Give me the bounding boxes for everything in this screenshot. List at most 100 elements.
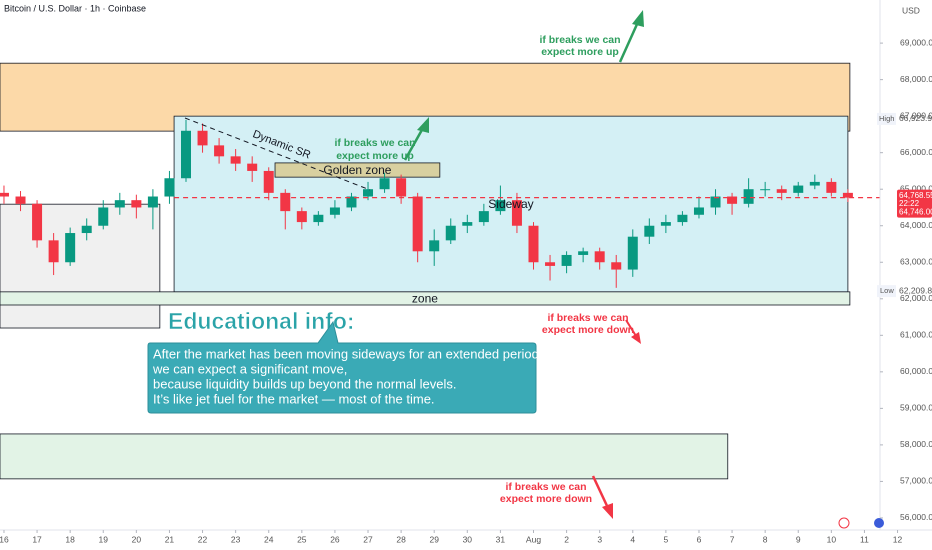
y-tick-label: 63,000.00: [900, 257, 932, 267]
candle-body: [65, 233, 76, 263]
candle-body: [429, 240, 440, 252]
zone: [0, 203, 161, 329]
candle-body: [379, 178, 390, 190]
candle-body: [147, 196, 158, 208]
annotation-text: if breaks we can: [334, 137, 415, 149]
candle-body: [760, 189, 771, 191]
zone-label: Golden zone: [323, 163, 391, 177]
x-tick-label: 22: [198, 534, 208, 544]
candle-body: [511, 200, 522, 226]
candle-body: [81, 225, 92, 234]
icon[interactable]: [838, 517, 850, 529]
annotation-up-mid: if breaks we can expect more up: [334, 117, 429, 162]
y-tick-label: 58,000.00: [900, 439, 932, 449]
annotation-text: if breaks we can: [547, 312, 628, 324]
annotation-down-bottom: if breaks we can expect more down: [500, 475, 613, 519]
edu-line: we can expect a significant move,: [152, 361, 347, 376]
x-tick-label: 4: [630, 534, 635, 544]
x-tick-label: 10: [827, 534, 837, 544]
x-tick-label: 31: [496, 534, 506, 544]
candle-body: [445, 225, 456, 241]
chart-title: Bitcoin / U.S. Dollar · 1h · Coinbase: [4, 3, 146, 13]
price-tag-name-bg: [877, 112, 896, 125]
y-tick-label: 65,000.00: [900, 183, 932, 193]
candle-body: [98, 207, 109, 226]
edu-bubble: [147, 320, 537, 414]
price-tag: 66,923.95: [899, 113, 932, 123]
candle-body: [594, 251, 605, 263]
arrow: [618, 21, 640, 63]
candle-body: [644, 225, 655, 237]
candle-body: [578, 251, 589, 255]
x-tick-label: 19: [99, 534, 109, 544]
y-tick-label: 59,000.00: [900, 403, 932, 413]
candle-body: [396, 178, 407, 197]
price-tag-name: Low: [880, 286, 894, 295]
candle-body: [495, 200, 506, 212]
countdown: 22:22: [899, 199, 920, 208]
candle-body: [478, 211, 489, 223]
candle-body: [214, 145, 225, 157]
x-tick-label: 28: [396, 534, 406, 544]
y-tick-label: 57,000.00: [900, 476, 932, 486]
x-tick-label: 25: [297, 534, 307, 544]
candle-body: [677, 214, 688, 223]
annotation-text: expect more up: [541, 46, 619, 58]
zone: [274, 162, 441, 178]
x-tick-label: 3: [597, 534, 602, 544]
arrow-head: [417, 117, 429, 133]
candle-body: [313, 214, 324, 223]
candle-body: [561, 254, 572, 266]
candle-body: [710, 196, 721, 208]
y-tick-label: 64,000.00: [900, 220, 932, 230]
edu-line: because liquidity builds up beyond the n…: [153, 376, 457, 391]
edu-line: It’s like jet fuel for the market — most…: [153, 391, 435, 406]
candle-body: [793, 185, 804, 193]
x-tick-label: 18: [65, 534, 75, 544]
y-tick-label: 67,000.00: [900, 110, 932, 120]
edu-title: Educational info:: [168, 308, 355, 334]
arrow-head: [602, 503, 613, 519]
x-tick-label: 11: [860, 534, 869, 544]
candles: [0, 119, 853, 288]
arrow: [591, 475, 610, 509]
candle-body: [32, 203, 43, 241]
currency: USD: [902, 5, 920, 15]
candle-body: [627, 236, 638, 270]
candle-body: [114, 200, 125, 208]
annotation-text: if breaks we can: [505, 481, 586, 493]
x-tick-label: 26: [330, 534, 340, 544]
current-price-box: [897, 189, 932, 218]
x-tick-label: 24: [264, 534, 274, 544]
icon[interactable]: [874, 518, 884, 528]
zone-label: Sideway: [488, 197, 533, 211]
candle-body: [727, 196, 738, 204]
candle-body: [528, 225, 539, 263]
candle-body: [743, 189, 754, 204]
candle-body: [809, 181, 820, 186]
annotation-text: if breaks we can: [539, 34, 620, 46]
candle-body: [842, 192, 853, 198]
price-tag-name-bg: [877, 285, 896, 298]
x-tick-label: 20: [132, 534, 142, 544]
y-tick-label: 69,000.00: [900, 37, 932, 47]
x-tick-label: 7: [730, 534, 735, 544]
zone: [0, 291, 851, 306]
candle-body: [462, 222, 473, 226]
candle-body: [263, 170, 274, 193]
x-tick-label: 21: [165, 534, 175, 544]
annotation-text: expect more up: [336, 150, 414, 162]
candle-body: [180, 130, 191, 179]
annotation-text: expect more down: [500, 493, 592, 505]
current-price: 64,768.55: [899, 191, 932, 200]
x-tick-label: 30: [463, 534, 473, 544]
candle-body: [197, 130, 208, 146]
edu-line: After the market has been moving sideway…: [153, 346, 543, 361]
x-tick-label: 5: [664, 534, 669, 544]
y-tick-label: 66,000.00: [900, 147, 932, 157]
candle-body: [329, 207, 340, 215]
y-tick-label: 62,000.00: [900, 293, 932, 303]
x-tick-label: 16: [0, 534, 9, 544]
candle-body: [693, 207, 704, 215]
